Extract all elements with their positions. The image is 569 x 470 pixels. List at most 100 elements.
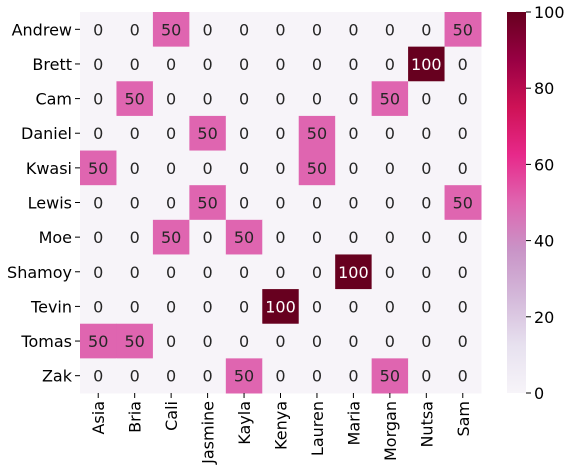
cell-value-label: 0 — [239, 263, 249, 282]
cell-value-label: 0 — [239, 20, 249, 39]
row-label: Tomas — [20, 332, 72, 351]
heatmap-cell — [225, 254, 263, 290]
column-label: Nutsa — [417, 401, 436, 448]
cell-value-label: 0 — [312, 332, 322, 351]
cell-value-label: 0 — [458, 263, 468, 282]
cell-value-label: 50 — [380, 90, 400, 109]
cell-value-label: 50 — [453, 20, 473, 39]
heatmap-cell — [80, 254, 117, 290]
cell-value-label: 0 — [348, 159, 358, 178]
heatmap-cell — [262, 219, 300, 255]
heatmap-cell — [225, 358, 263, 394]
row-label: Kwasi — [26, 159, 72, 178]
heatmap-cell — [262, 81, 300, 117]
heatmap-cell — [335, 150, 373, 186]
heatmap-cell — [262, 358, 300, 394]
cell-value-label: 0 — [130, 55, 140, 74]
cell-value-label: 50 — [234, 228, 254, 247]
heatmap-cell — [152, 185, 190, 221]
cell-value-label: 50 — [380, 367, 400, 386]
heatmap-cell — [335, 115, 373, 152]
heatmap-cell — [262, 289, 300, 325]
cell-value-label: 0 — [202, 263, 212, 282]
column-labels: Asia Bria Cali Jasmine Kayla Kenya Lauren Maria… — [89, 393, 473, 465]
heatmap-cell — [152, 358, 190, 394]
cell-value-label: 50 — [197, 194, 217, 213]
row-labels: Andrew Brett Cam Daniel Kwasi Lewis Moe Shamoy T… — [7, 20, 80, 386]
heatmap-cell — [408, 323, 446, 359]
cell-value-label: 0 — [202, 332, 212, 351]
heatmap-cell — [225, 185, 263, 221]
heatmap-cell — [116, 81, 154, 117]
heatmap-cell — [189, 185, 227, 221]
heatmap-cell — [371, 150, 409, 186]
cell-value-label: 50 — [307, 124, 327, 143]
cell-value-label: 0 — [421, 124, 431, 143]
cell-value-label: 0 — [130, 367, 140, 386]
heatmap-cell — [408, 81, 446, 117]
column-label: Kenya — [272, 401, 291, 450]
cell-value-label: 0 — [458, 367, 468, 386]
heatmap-cell — [444, 254, 482, 290]
heatmap-cell — [262, 115, 300, 152]
heatmap-cell — [189, 81, 227, 117]
row-label: Daniel — [21, 124, 72, 143]
cell-value-label: 0 — [93, 228, 103, 247]
heatmap-cell — [116, 254, 154, 290]
heatmap-cell — [444, 115, 482, 152]
heatmap-cell — [298, 219, 336, 255]
cell-value-label: 0 — [130, 159, 140, 178]
cell-value-label: 0 — [275, 332, 285, 351]
heatmap-cell — [371, 323, 409, 359]
row-label: Shamoy — [7, 263, 72, 282]
heatmap-cell — [116, 358, 154, 394]
cell-value-label: 0 — [239, 159, 249, 178]
cell-value-label: 0 — [275, 228, 285, 247]
heatmap-cell — [189, 12, 227, 48]
heatmap-cell — [189, 323, 227, 359]
cell-value-label: 0 — [166, 194, 176, 213]
heatmap-cell — [152, 323, 190, 359]
cell-value-label: 100 — [411, 55, 442, 74]
heatmap-cell — [152, 289, 190, 325]
heatmap-cell — [408, 358, 446, 394]
cell-value-label: 0 — [348, 332, 358, 351]
cell-value-label: 0 — [312, 367, 322, 386]
heatmap-cell — [408, 46, 446, 82]
cell-value-label: 0 — [385, 297, 395, 316]
heatmap-cell — [335, 254, 373, 290]
cell-value-label: 0 — [166, 332, 176, 351]
heatmap-cell — [298, 81, 336, 117]
heatmap-cell — [80, 115, 117, 152]
cell-value-label: 0 — [239, 332, 249, 351]
column-label: Morgan — [381, 401, 400, 461]
cell-value-label: 0 — [130, 20, 140, 39]
cell-value-label: 50 — [125, 332, 145, 351]
cell-value-label: 0 — [239, 55, 249, 74]
heatmap-cell — [408, 150, 446, 186]
cell-value-label: 50 — [125, 90, 145, 109]
heatmap-cell — [80, 219, 117, 255]
cell-value-label: 0 — [458, 159, 468, 178]
cell-value-label: 0 — [93, 367, 103, 386]
cell-value-label: 0 — [166, 55, 176, 74]
row-label: Zak — [42, 367, 73, 386]
heatmap-cell — [116, 289, 154, 325]
colorbar-tick-label: 60 — [534, 155, 554, 174]
cell-value-label: 0 — [166, 367, 176, 386]
cell-value-label: 0 — [275, 55, 285, 74]
colorbar-tick-label: 0 — [534, 384, 544, 403]
heatmap-cell — [116, 46, 154, 82]
cell-value-label: 0 — [458, 297, 468, 316]
heatmap-cell — [408, 219, 446, 255]
heatmap-cell — [298, 46, 336, 82]
cell-value-label: 0 — [312, 20, 322, 39]
cell-value-label: 0 — [275, 90, 285, 109]
heatmap-cell — [189, 150, 227, 186]
heatmap-cell — [408, 12, 446, 48]
heatmap-cell — [444, 150, 482, 186]
heatmap-cell — [262, 254, 300, 290]
heatmap-cell — [152, 12, 190, 48]
heatmap-cell — [225, 115, 263, 152]
